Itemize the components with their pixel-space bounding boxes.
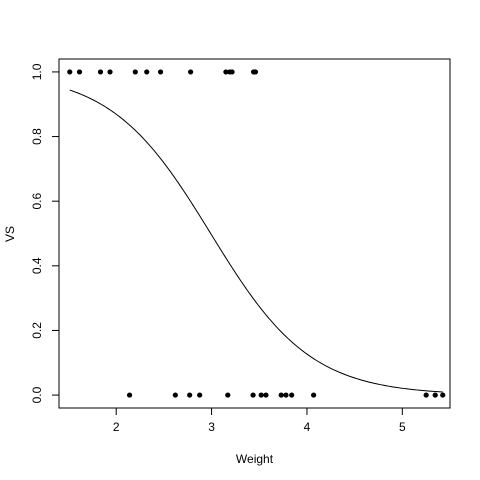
data-point (432, 392, 438, 398)
data-point (97, 69, 104, 75)
data-point (440, 392, 446, 398)
data-point (107, 69, 113, 75)
data-point (252, 69, 259, 75)
data-point (188, 69, 194, 75)
data-point (187, 392, 193, 398)
data-point (229, 69, 235, 75)
data-point (67, 69, 73, 75)
y-tick-label: 0.2 (30, 322, 44, 339)
x-tick-label: 2 (113, 420, 120, 434)
y-tick-label: 0.4 (30, 257, 44, 274)
data-point (423, 392, 429, 398)
axes: 2 3 4 5 0.0 0.2 0.4 0.6 0.8 1.0 (30, 58, 451, 434)
y-axis-label: VS (3, 226, 17, 242)
y-tick-label: 0.8 (30, 128, 44, 145)
data-point (172, 392, 178, 398)
x-tick-label: 5 (399, 420, 406, 434)
data-point (258, 392, 264, 398)
x-axis-label: Weight (236, 452, 274, 466)
data-point (157, 69, 164, 75)
data-point (278, 392, 284, 398)
data-point (126, 392, 133, 398)
fit-curve (69, 89, 443, 393)
data-point (311, 392, 317, 398)
data-point (223, 69, 229, 75)
x-tick-label: 4 (304, 420, 311, 434)
plot-area (67, 69, 446, 398)
data-point (289, 392, 295, 398)
y-tick-label: 0.0 (30, 386, 44, 403)
data-point (263, 392, 269, 398)
x-tick-label: 3 (208, 420, 215, 434)
y-tick-label: 1.0 (30, 63, 44, 80)
data-point (250, 392, 256, 398)
data-point (144, 69, 150, 75)
data-point (76, 69, 83, 75)
data-point (283, 392, 289, 398)
data-point (225, 392, 231, 398)
data-point (197, 392, 203, 398)
data-point (132, 69, 138, 75)
y-tick-label: 0.6 (30, 193, 44, 210)
